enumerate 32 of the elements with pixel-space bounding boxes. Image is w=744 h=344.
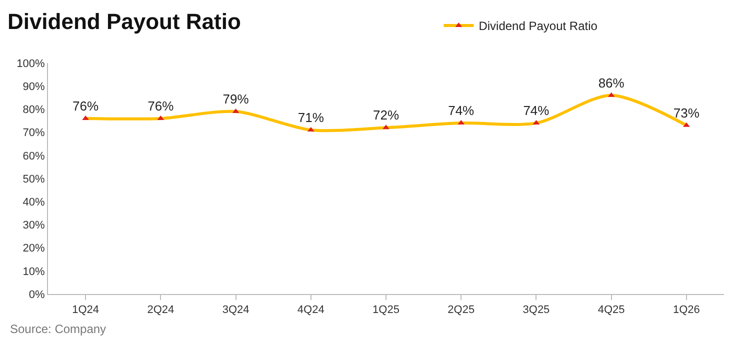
data-label: 76% xyxy=(72,98,100,114)
x-tick-label: 4Q24 xyxy=(297,304,324,316)
legend-label: Dividend Payout Ratio xyxy=(478,19,598,34)
x-tick-label: 1Q24 xyxy=(72,304,100,316)
source-note: Source: Company xyxy=(10,322,106,336)
x-tick-label: 1Q26 xyxy=(672,304,700,316)
y-tick-label: 10% xyxy=(22,266,46,278)
y-tick-label: 100% xyxy=(16,58,46,70)
data-label: 74% xyxy=(448,103,475,118)
y-tick-label: 60% xyxy=(22,150,46,162)
data-label: 79% xyxy=(222,92,250,107)
chart-title: Dividend Payout Ratio xyxy=(7,9,241,34)
x-tick-label: 3Q25 xyxy=(522,304,550,316)
y-tick-label: 0% xyxy=(28,288,46,301)
y-tick-label: 20% xyxy=(22,242,46,255)
x-tick-label: 1Q25 xyxy=(372,304,400,316)
data-label: 72% xyxy=(372,108,400,123)
data-label: 71% xyxy=(298,110,324,125)
data-label: 86% xyxy=(598,75,625,90)
x-tick-label: 2Q25 xyxy=(448,304,475,316)
y-tick-label: 40% xyxy=(22,196,46,208)
y-tick-label: 90% xyxy=(22,80,46,93)
y-tick-label: 70% xyxy=(22,127,46,140)
y-tick-label: 50% xyxy=(22,173,46,186)
x-tick-label: 2Q24 xyxy=(147,304,174,316)
data-label: 73% xyxy=(673,105,700,120)
x-tick-label: 3Q24 xyxy=(222,304,250,316)
data-label: 76% xyxy=(148,98,174,114)
y-tick-label: 80% xyxy=(22,104,46,116)
data-label: 74% xyxy=(523,103,550,118)
y-tick-label: 30% xyxy=(22,220,46,232)
x-tick-label: 4Q25 xyxy=(598,304,625,316)
